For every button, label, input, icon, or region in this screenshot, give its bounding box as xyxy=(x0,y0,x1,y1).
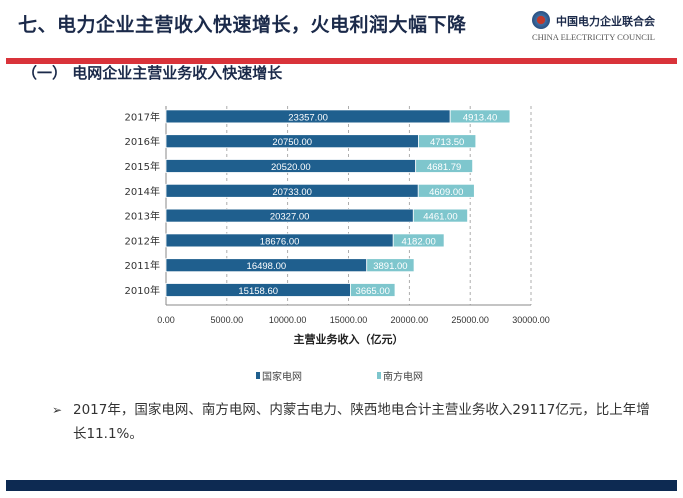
data-label: 4182.00 xyxy=(401,236,435,247)
x-tick-label: 30000.00 xyxy=(512,315,550,325)
summary-note: ➢ 2017年，国家电网、南方电网、内蒙古电力、陕西地电合计主营业务收入2911… xyxy=(52,398,652,446)
x-tick-label: 10000.00 xyxy=(269,315,307,325)
data-label: 4461.00 xyxy=(423,212,457,223)
data-label: 4713.50 xyxy=(430,137,464,148)
y-category-label: 2017年 xyxy=(125,110,160,123)
bar-csg xyxy=(417,183,475,198)
bar-csg xyxy=(415,159,474,173)
bar-csg xyxy=(350,283,396,297)
data-label: 23357.00 xyxy=(288,112,328,123)
data-label: 18676.00 xyxy=(260,236,300,247)
x-tick-label: 15000.00 xyxy=(330,315,368,325)
bullet-arrow-icon: ➢ xyxy=(52,403,63,417)
y-category-label: 2011年 xyxy=(125,259,160,272)
legend-item-sgcc: 国家电网 xyxy=(256,368,302,383)
data-label: 16498.00 xyxy=(247,261,287,272)
section-subtitle: （一） 电网企业主营业务收入快速增长 xyxy=(22,64,283,82)
x-tick-label: 25000.00 xyxy=(451,315,489,325)
x-tick-label: 0.00 xyxy=(157,315,175,325)
data-label: 4609.00 xyxy=(429,187,463,198)
x-tick-label: 5000.00 xyxy=(211,315,244,325)
header-divider xyxy=(6,58,677,64)
logo-en-text: CHINA ELECTRICITY COUNCIL xyxy=(532,32,655,42)
y-category-label: 2012年 xyxy=(125,234,160,247)
legend-item-csg: 南方电网 xyxy=(377,368,423,383)
data-label: 20733.00 xyxy=(272,187,312,198)
legend-label: 南方电网 xyxy=(383,372,423,383)
logo-cn-text: 中国电力企业联合会 xyxy=(556,15,655,28)
cec-seal-icon xyxy=(532,11,550,29)
y-category-label: 2010年 xyxy=(125,284,160,297)
x-axis-title: 主营业务收入（亿元） xyxy=(294,332,404,346)
bar-csg xyxy=(392,233,445,248)
bar-csg xyxy=(418,134,477,149)
data-label: 4913.40 xyxy=(463,112,497,123)
bar-csg xyxy=(366,258,415,273)
bar-csg xyxy=(449,109,511,124)
data-label: 20327.00 xyxy=(270,212,310,223)
cec-logo: 中国电力企业联合会 CHINA ELECTRICITY COUNCIL xyxy=(530,10,675,50)
y-category-label: 2013年 xyxy=(125,210,160,223)
page-title: 七、电力企业主营收入快速增长，火电利润大幅下降 xyxy=(18,14,467,36)
data-label: 15158.60 xyxy=(238,286,278,297)
data-label: 4681.79 xyxy=(427,162,461,173)
bar-csg xyxy=(412,208,468,223)
data-label: 3665.00 xyxy=(356,286,390,297)
summary-text: 2017年，国家电网、南方电网、内蒙古电力、陕西地电合计主营业务收入29117亿… xyxy=(73,402,650,442)
y-category-label: 2016年 xyxy=(125,135,160,148)
legend-swatch xyxy=(377,372,381,379)
legend-swatch xyxy=(256,372,260,379)
legend-label: 国家电网 xyxy=(262,372,302,383)
revenue-bar-chart: 0.00 5000.00 10000.00 15000.00 20000.00 25000… xyxy=(125,106,550,346)
data-label: 20520.00 xyxy=(271,162,311,173)
data-label: 20750.00 xyxy=(272,137,312,148)
y-category-label: 2015年 xyxy=(125,160,160,173)
footer-bar xyxy=(6,480,677,491)
data-label: 3891.00 xyxy=(373,261,407,272)
y-category-label: 2014年 xyxy=(125,185,160,198)
x-tick-label: 20000.00 xyxy=(391,315,429,325)
